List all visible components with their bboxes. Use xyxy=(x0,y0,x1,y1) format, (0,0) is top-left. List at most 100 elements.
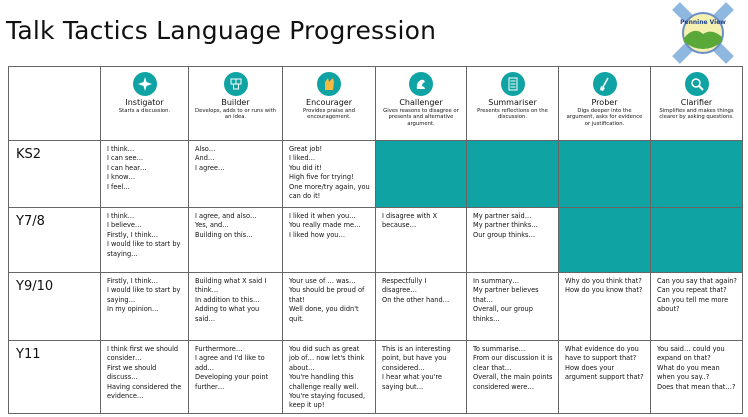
phrase: Yes, and… xyxy=(195,221,229,230)
phrase-cell: I agree, and also… Yes, and… Building on t… xyxy=(188,207,283,273)
phrase: Your use of … was… xyxy=(289,277,356,285)
phrase: You should be proud of that! xyxy=(289,286,365,304)
stage-label: Y11 xyxy=(8,340,101,414)
role-description: Provides praise and encouragement. xyxy=(303,108,355,121)
phrase: One more/try again, you can do it! xyxy=(289,182,370,201)
phrase: I liked how you… xyxy=(289,230,346,239)
phrase: Building what X said I think… xyxy=(195,277,267,295)
empty-cell xyxy=(650,140,743,208)
phrase: Does that mean that…? xyxy=(657,382,736,391)
phrase: I agree, and also… xyxy=(195,212,257,220)
phrase: Overall, the main points considered were… xyxy=(473,373,553,391)
role-description: Presents reflections on the discussion. xyxy=(477,108,548,121)
role-description: Digs deeper into the argument, asks for … xyxy=(566,108,643,127)
phrase-cell: I think… I can see… I can hear… I know… I fe… xyxy=(100,140,189,208)
role-icon xyxy=(684,72,709,96)
progression-table: Instigator Starts a discussion. Builder Dev… xyxy=(8,66,743,414)
phrase: Building on this… xyxy=(195,230,253,239)
phrase: I can see… xyxy=(107,154,144,163)
role-name: Challenger xyxy=(399,98,443,107)
phrase-cell: I think first we should consider… First w… xyxy=(100,340,189,414)
phrase: Respectfully I disagree… xyxy=(382,277,427,295)
phrase-cell: I think… I believe… Firstly, I think… I wou… xyxy=(100,207,189,273)
phrase: My partner said… xyxy=(473,212,532,220)
logo-text: Pennine View xyxy=(680,19,726,26)
phrase: Firstly, I think… xyxy=(107,277,159,285)
phrase: You did it! xyxy=(289,163,322,172)
phrase: I agree and I'd like to add… xyxy=(195,354,265,372)
phrase: What evidence do you have to support tha… xyxy=(565,345,639,363)
role-icon xyxy=(592,72,617,96)
phrase: My partner thinks… xyxy=(473,221,538,230)
phrase-cell: Furthermore… I agree and I'd like to add…… xyxy=(188,340,283,414)
role-icon xyxy=(223,72,248,96)
role-description: Starts a discussion. xyxy=(118,108,171,114)
role-name: Clarifier xyxy=(680,98,713,107)
empty-cell xyxy=(558,207,651,273)
phrase: You really made me… xyxy=(289,221,361,230)
phrase: In summary… xyxy=(473,277,519,285)
role-header: Instigator Starts a discussion. xyxy=(100,66,189,141)
role-name: Builder xyxy=(221,98,250,107)
phrase: To summarise… xyxy=(473,345,526,353)
phrase: Developing your point further… xyxy=(195,373,269,391)
phrase: My partner believes that… xyxy=(473,286,539,304)
phrase: Adding to what you said… xyxy=(195,305,260,323)
role-header: Summariser Presents reflections on the di… xyxy=(466,66,559,141)
phrase: Why do you think that? xyxy=(565,277,642,285)
role-icon xyxy=(500,72,525,96)
phrase-cell: Your use of … was… You should be proud of… xyxy=(282,272,376,341)
phrase: And… xyxy=(195,154,215,163)
phrase: Overall, our group thinks… xyxy=(473,305,533,323)
role-name: Instigator xyxy=(125,98,164,107)
role-name: Encourager xyxy=(306,98,352,107)
role-header: Builder Develops, adds to or runs with an… xyxy=(188,66,283,141)
phrase: I think first we should consider… xyxy=(107,345,179,363)
stage-label: KS2 xyxy=(8,140,101,208)
phrase: In addition to this… xyxy=(195,295,260,304)
phrase: What do you mean when you say..? xyxy=(657,363,720,382)
phrase: Can you say that again? xyxy=(657,277,737,285)
phrase-cell: In summary… My partner believes that… Over… xyxy=(466,272,559,341)
phrase: I believe… xyxy=(107,221,142,230)
phrase: I disagree with X because… xyxy=(382,212,438,230)
role-icon xyxy=(132,72,157,96)
role-description: Develops, adds to or runs with an idea. xyxy=(194,108,277,121)
phrase: You're staying focused, keep it up! xyxy=(289,392,366,410)
phrase: Having considered the evidence… xyxy=(107,382,182,401)
phrase: From our discussion it is clear that… xyxy=(473,354,553,372)
empty-cell xyxy=(375,140,467,208)
phrase: Great job! xyxy=(289,145,323,153)
phrase-cell: Can you say that again? Can you repeat th… xyxy=(650,272,743,341)
phrase: I can hear… xyxy=(107,163,147,172)
stage-row: KS2 I think… I can see… I can hear… I know… I… xyxy=(8,140,743,208)
phrase: High five for trying! xyxy=(289,173,354,182)
phrase-cell: Great job! I liked… You did it! High five f… xyxy=(282,140,376,208)
phrase: Well done, you didn't quit. xyxy=(289,305,359,323)
phrase-cell: You said… could you expand on that? What … xyxy=(650,340,743,414)
phrase-cell: I disagree with X because… xyxy=(375,207,467,273)
phrase: This is an interesting point, but have y… xyxy=(382,345,451,372)
phrase-cell: My partner said… My partner thinks… Our gr… xyxy=(466,207,559,273)
role-header: Prober Digs deeper into the argument, ask… xyxy=(558,66,651,141)
logo: Pennine View xyxy=(672,2,734,64)
role-icon xyxy=(409,72,433,96)
phrase: I agree… xyxy=(195,163,225,172)
role-name: Prober xyxy=(591,98,618,107)
phrase: You did such as great job of… now let's … xyxy=(289,345,365,372)
phrase-cell: Respectfully I disagree… On the other han… xyxy=(375,272,467,341)
empty-cell xyxy=(466,140,559,208)
phrase: Can you tell me more about? xyxy=(657,295,729,314)
role-header: Clarifier Simplifies and makes things cle… xyxy=(650,66,743,141)
stage-row: Y11 I think first we should consider… Firs… xyxy=(8,340,743,414)
phrase-cell: What evidence do you have to support tha… xyxy=(558,340,651,414)
phrase: I think… xyxy=(107,145,135,153)
role-header: Challenger Gives reasons to disagree or p… xyxy=(375,66,467,141)
phrase: Firstly, I think… xyxy=(107,230,159,239)
phrase-cell: To summarise… From our discussion it is c… xyxy=(466,340,559,414)
phrase: First we should discuss… xyxy=(107,363,157,382)
phrase-cell: This is an interesting point, but have y… xyxy=(375,340,467,414)
stage-label: Y9/10 xyxy=(8,272,101,341)
phrase: I would like to start by saying… xyxy=(107,286,181,304)
